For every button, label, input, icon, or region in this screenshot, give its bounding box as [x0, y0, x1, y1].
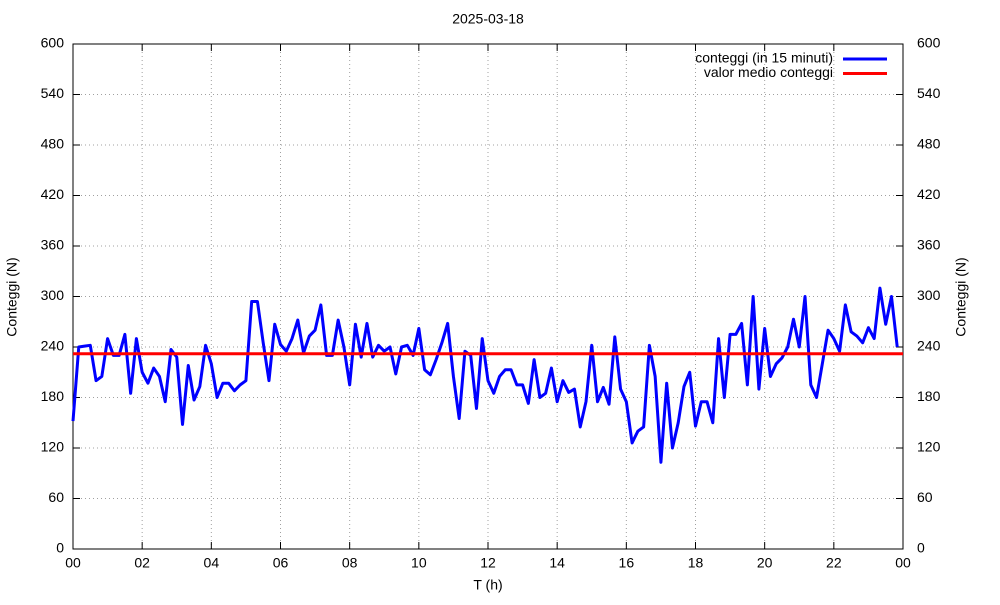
y-tick-label: 240 — [41, 338, 65, 354]
y2-tick-label: 600 — [917, 35, 941, 51]
x-tick-label: 06 — [273, 555, 289, 571]
y-tick-label: 420 — [41, 186, 65, 202]
x-tick-label: 18 — [688, 555, 704, 571]
x-tick-label: 08 — [342, 555, 358, 571]
y2-tick-label: 300 — [917, 287, 941, 303]
x-tick-label: 10 — [411, 555, 427, 571]
y-tick-label: 540 — [41, 85, 65, 101]
y2-tick-label: 420 — [917, 186, 941, 202]
y2-axis-label: Conteggi (N) — [953, 257, 969, 336]
chart-title: 2025-03-18 — [452, 11, 524, 27]
y2-tick-label: 120 — [917, 439, 941, 455]
x-tick-label: 00 — [65, 555, 81, 571]
y2-tick-label: 60 — [917, 489, 933, 505]
series-line — [71, 286, 899, 464]
y-tick-label: 180 — [41, 388, 65, 404]
y2-tick-label: 360 — [917, 237, 941, 253]
y-tick-label: 60 — [48, 489, 64, 505]
x-tick-label: 00 — [895, 555, 911, 571]
y-tick-label: 600 — [41, 35, 65, 51]
y-tick-label: 120 — [41, 439, 65, 455]
x-tick-label: 22 — [826, 555, 842, 571]
legend-label: conteggi (in 15 minuti) — [695, 50, 833, 66]
y2-tick-label: 240 — [917, 338, 941, 354]
y-tick-label: 360 — [41, 237, 65, 253]
y-tick-label: 480 — [41, 136, 65, 152]
plot-frame — [72, 43, 904, 550]
x-axis-label: T (h) — [473, 577, 502, 593]
y2-tick-label: 180 — [917, 388, 941, 404]
y-axis-label: Conteggi (N) — [4, 257, 20, 336]
x-tick-label: 04 — [204, 555, 220, 571]
y-tick-label: 300 — [41, 287, 65, 303]
x-tick-label: 16 — [619, 555, 635, 571]
x-tick-label: 12 — [480, 555, 496, 571]
y2-tick-label: 480 — [917, 136, 941, 152]
y-tick-label: 0 — [56, 540, 64, 556]
x-tick-label: 02 — [134, 555, 150, 571]
x-tick-label: 14 — [549, 555, 565, 571]
legend-label: valor medio conteggi — [704, 64, 833, 80]
x-tick-label: 20 — [757, 555, 773, 571]
y2-tick-label: 540 — [917, 85, 941, 101]
y2-tick-label: 0 — [917, 540, 925, 556]
